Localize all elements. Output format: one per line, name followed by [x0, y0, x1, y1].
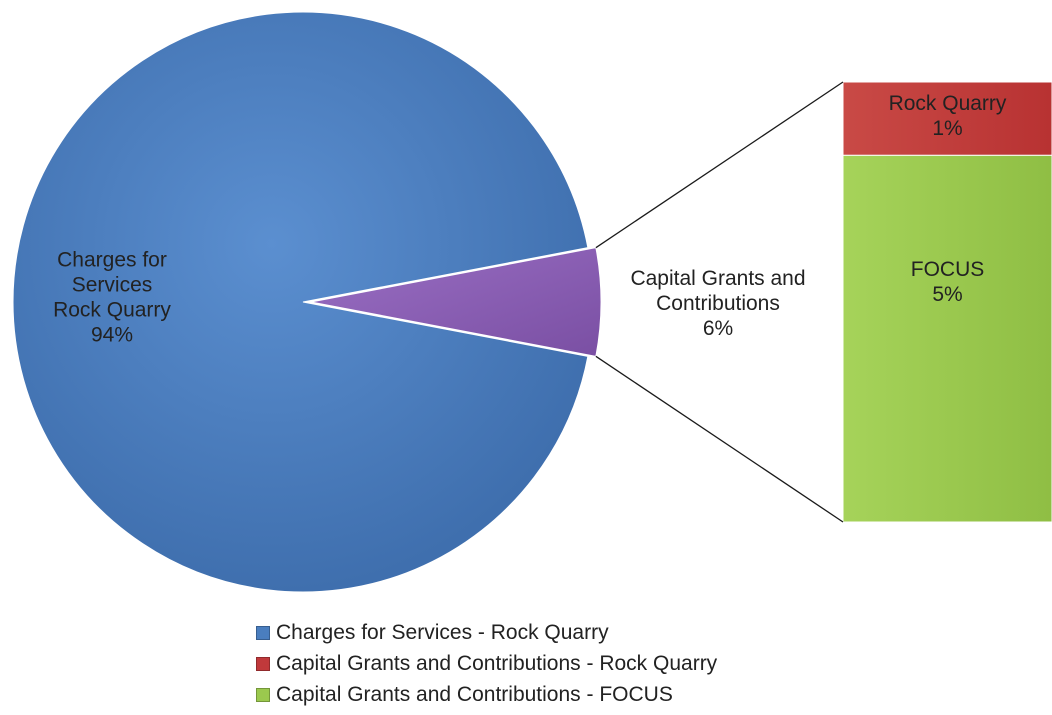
stacked-bar-group [842, 81, 1052, 523]
connector-line-top [595, 81, 844, 249]
legend-swatch-icon [256, 687, 270, 702]
legend-item: Capital Grants and Contributions - Rock … [256, 648, 717, 679]
legend: Charges for Services - Rock Quarry Capit… [256, 617, 717, 710]
bar-data-label: 5% [932, 283, 962, 306]
pie-data-label: Capital Grants and [630, 267, 805, 290]
connector-line-bottom [595, 355, 844, 523]
legend-label: Capital Grants and Contributions - FOCUS [276, 682, 673, 706]
pie-data-label: Services [72, 274, 153, 297]
legend-swatch-icon [256, 625, 270, 640]
pie-slice-capital-grants [310, 247, 602, 357]
pie-group [12, 11, 602, 593]
pie-data-label: Rock Quarry [53, 299, 171, 322]
legend-item: Capital Grants and Contributions - FOCUS [256, 679, 717, 710]
pie-data-label: 94% [91, 324, 133, 347]
pie-data-label: 6% [703, 317, 733, 340]
bar-data-label: 1% [932, 117, 962, 140]
pie-data-label: Contributions [656, 292, 780, 315]
pie-data-label: Charges for [57, 249, 167, 272]
legend-item: Charges for Services - Rock Quarry [256, 617, 717, 648]
connector-lines [595, 81, 844, 523]
bar-segment-rock-quarry [842, 81, 1052, 156]
bar-data-label: FOCUS [911, 258, 985, 281]
pie-slice-charges-for-services [12, 11, 589, 593]
legend-label: Charges for Services - Rock Quarry [276, 620, 609, 644]
legend-label: Capital Grants and Contributions - Rock … [276, 651, 718, 675]
legend-swatch-icon [256, 656, 270, 671]
bar-segment-focus [842, 154, 1052, 523]
bar-data-label: Rock Quarry [889, 92, 1007, 115]
